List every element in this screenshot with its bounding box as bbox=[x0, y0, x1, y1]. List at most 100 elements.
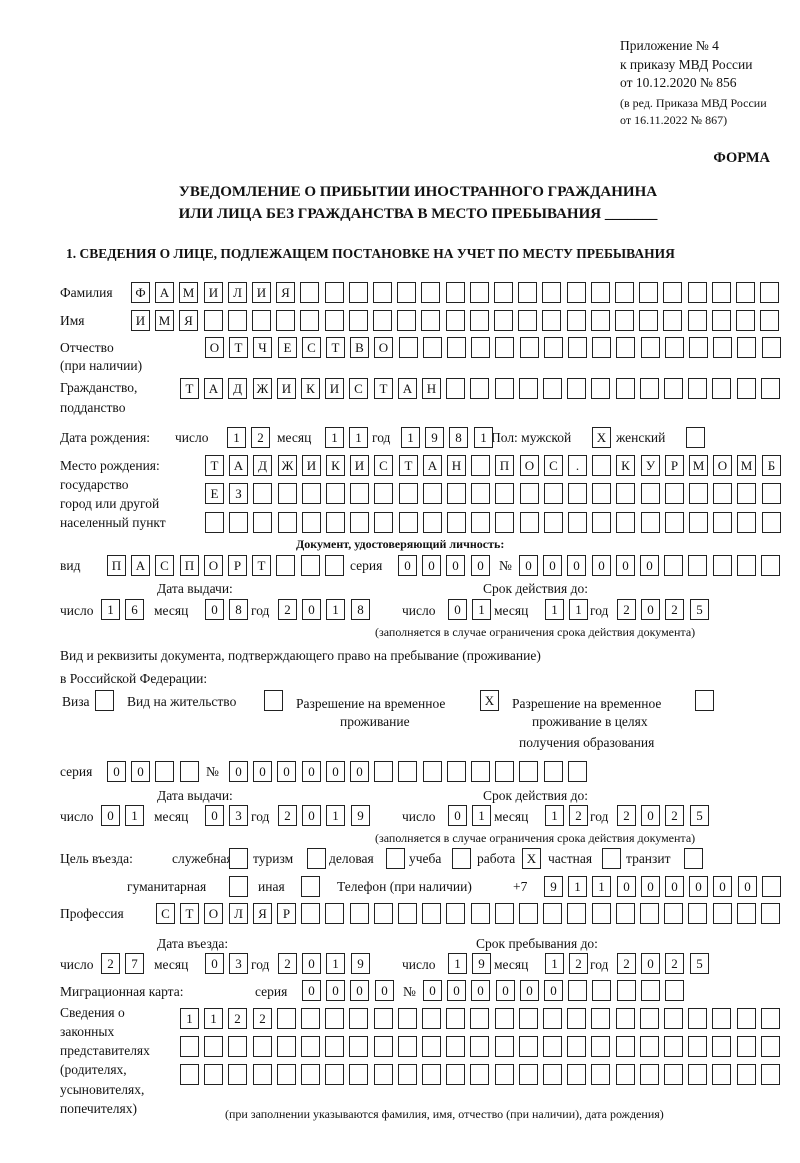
field-cell-name[interactable] bbox=[204, 310, 223, 331]
field-cell-name[interactable] bbox=[542, 310, 561, 331]
field-cell-birth-year[interactable]: 9 bbox=[425, 427, 444, 448]
field-cell-profession[interactable] bbox=[446, 903, 465, 924]
field-cell-mc-number[interactable] bbox=[665, 980, 684, 1001]
field-cell-reps3[interactable] bbox=[180, 1064, 199, 1085]
field-cell-right-number[interactable] bbox=[495, 761, 514, 782]
field-cell-birth-place3[interactable] bbox=[229, 512, 248, 533]
field-cell-reps2[interactable] bbox=[180, 1036, 199, 1057]
field-cell-right-number[interactable]: 0 bbox=[253, 761, 272, 782]
field-cell-reps3[interactable] bbox=[253, 1064, 272, 1085]
field-cell-reps2[interactable] bbox=[688, 1036, 707, 1057]
field-cell-right-number[interactable] bbox=[471, 761, 490, 782]
field-cell-name[interactable] bbox=[760, 310, 779, 331]
field-cell-citizenship[interactable]: И bbox=[325, 378, 344, 399]
field-cell-doc-number[interactable]: 0 bbox=[543, 555, 562, 576]
field-cell-citizenship[interactable] bbox=[688, 378, 707, 399]
field-cell-profession[interactable] bbox=[713, 903, 732, 924]
field-cell-name[interactable] bbox=[639, 310, 658, 331]
field-cell-right-series[interactable]: 0 bbox=[107, 761, 126, 782]
field-cell-birth-place1[interactable]: О bbox=[520, 455, 539, 476]
field-cell-profession[interactable] bbox=[422, 903, 441, 924]
field-cell-birth-place1[interactable] bbox=[592, 455, 611, 476]
field-cell-phone[interactable]: 1 bbox=[568, 876, 587, 897]
field-cell-birth-place2[interactable] bbox=[447, 483, 466, 504]
field-cell-reps1[interactable] bbox=[616, 1008, 635, 1029]
field-cell-doc-issue-year[interactable]: 1 bbox=[326, 599, 345, 620]
field-cell-entry-day[interactable]: 2 bbox=[101, 953, 120, 974]
field-cell-birth-month[interactable]: 1 bbox=[349, 427, 368, 448]
checkbox-other[interactable] bbox=[301, 876, 320, 897]
field-cell-birth-place1[interactable]: А bbox=[229, 455, 248, 476]
field-cell-doc-series[interactable]: 0 bbox=[422, 555, 441, 576]
field-cell-doc-number[interactable]: 0 bbox=[640, 555, 659, 576]
field-cell-birth-place1[interactable]: Ж bbox=[278, 455, 297, 476]
field-cell-doc-kind[interactable] bbox=[325, 555, 344, 576]
field-cell-reps3[interactable] bbox=[640, 1064, 659, 1085]
field-cell-reps1[interactable] bbox=[470, 1008, 489, 1029]
field-cell-right-number[interactable]: 0 bbox=[350, 761, 369, 782]
field-cell-profession[interactable] bbox=[737, 903, 756, 924]
field-cell-birth-place3[interactable] bbox=[544, 512, 563, 533]
field-cell-surname[interactable] bbox=[615, 282, 634, 303]
field-cell-reps1[interactable] bbox=[374, 1008, 393, 1029]
field-cell-mc-series[interactable]: 0 bbox=[350, 980, 369, 1001]
field-cell-reps3[interactable] bbox=[495, 1064, 514, 1085]
field-cell-reps3[interactable] bbox=[204, 1064, 223, 1085]
field-cell-birth-place1[interactable]: А bbox=[423, 455, 442, 476]
field-cell-surname[interactable]: Я bbox=[276, 282, 295, 303]
field-cell-name[interactable] bbox=[300, 310, 319, 331]
field-cell-right-valid-day[interactable]: 0 bbox=[448, 805, 467, 826]
field-cell-name[interactable] bbox=[373, 310, 392, 331]
checkbox-humanitarian[interactable] bbox=[229, 876, 248, 897]
field-cell-doc-issue-year[interactable]: 2 bbox=[278, 599, 297, 620]
field-cell-birth-place3[interactable] bbox=[374, 512, 393, 533]
field-cell-right-issue-month[interactable]: 3 bbox=[229, 805, 248, 826]
field-cell-surname[interactable]: И bbox=[252, 282, 271, 303]
field-cell-doc-issue-month[interactable]: 0 bbox=[205, 599, 224, 620]
field-cell-birth-year[interactable]: 8 bbox=[449, 427, 468, 448]
field-cell-phone[interactable] bbox=[762, 876, 781, 897]
field-cell-doc-number[interactable] bbox=[737, 555, 756, 576]
field-cell-name[interactable] bbox=[397, 310, 416, 331]
field-cell-reps2[interactable] bbox=[446, 1036, 465, 1057]
field-cell-mc-series[interactable]: 0 bbox=[375, 980, 394, 1001]
field-cell-surname[interactable] bbox=[542, 282, 561, 303]
field-cell-reps3[interactable] bbox=[422, 1064, 441, 1085]
field-cell-doc-number[interactable]: 0 bbox=[567, 555, 586, 576]
field-cell-mc-number[interactable]: 0 bbox=[471, 980, 490, 1001]
field-cell-doc-kind[interactable]: П bbox=[180, 555, 199, 576]
field-cell-birth-place2[interactable] bbox=[762, 483, 781, 504]
field-cell-profession[interactable] bbox=[664, 903, 683, 924]
field-cell-citizenship[interactable] bbox=[495, 378, 514, 399]
field-cell-name[interactable]: М bbox=[155, 310, 174, 331]
field-cell-profession[interactable]: С bbox=[156, 903, 175, 924]
field-cell-surname[interactable] bbox=[470, 282, 489, 303]
field-cell-profession[interactable] bbox=[398, 903, 417, 924]
field-cell-reps1[interactable] bbox=[688, 1008, 707, 1029]
field-cell-reps1[interactable] bbox=[422, 1008, 441, 1029]
field-cell-doc-valid-day[interactable]: 0 bbox=[448, 599, 467, 620]
field-cell-birth-place2[interactable] bbox=[689, 483, 708, 504]
field-cell-surname[interactable] bbox=[639, 282, 658, 303]
field-cell-right-issue-year[interactable]: 1 bbox=[326, 805, 345, 826]
field-cell-reps2[interactable] bbox=[470, 1036, 489, 1057]
field-cell-stay-month[interactable]: 2 bbox=[569, 953, 588, 974]
field-cell-doc-issue-year[interactable]: 8 bbox=[351, 599, 370, 620]
field-cell-patronymic[interactable] bbox=[399, 337, 418, 358]
field-cell-birth-place3[interactable] bbox=[616, 512, 635, 533]
checkbox-tourism[interactable] bbox=[307, 848, 326, 869]
field-cell-birth-place1[interactable]: И bbox=[302, 455, 321, 476]
field-cell-profession[interactable]: Р bbox=[277, 903, 296, 924]
field-cell-patronymic[interactable]: О bbox=[205, 337, 224, 358]
field-cell-reps3[interactable] bbox=[616, 1064, 635, 1085]
field-cell-stay-year[interactable]: 0 bbox=[641, 953, 660, 974]
field-cell-surname[interactable] bbox=[591, 282, 610, 303]
field-cell-profession[interactable] bbox=[374, 903, 393, 924]
field-cell-doc-valid-year[interactable]: 5 bbox=[690, 599, 709, 620]
field-cell-name[interactable] bbox=[518, 310, 537, 331]
field-cell-phone[interactable]: 0 bbox=[713, 876, 732, 897]
field-cell-name[interactable] bbox=[446, 310, 465, 331]
field-cell-doc-kind[interactable]: С bbox=[155, 555, 174, 576]
field-cell-mc-number[interactable]: 0 bbox=[544, 980, 563, 1001]
field-cell-citizenship[interactable]: Т bbox=[180, 378, 199, 399]
